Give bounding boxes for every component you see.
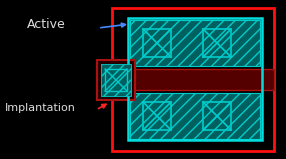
Bar [112, 8, 274, 151]
Bar [112, 69, 274, 90]
Text: Implantation: Implantation [5, 103, 76, 113]
Text: Active: Active [27, 17, 66, 31]
Bar [105, 69, 127, 91]
Bar [203, 102, 231, 130]
Bar [128, 18, 262, 140]
Bar [130, 20, 260, 66]
Bar [203, 29, 231, 57]
Bar [143, 102, 171, 130]
Bar [143, 29, 171, 57]
Bar [130, 93, 260, 139]
Bar [97, 60, 135, 100]
Bar [101, 64, 131, 96]
